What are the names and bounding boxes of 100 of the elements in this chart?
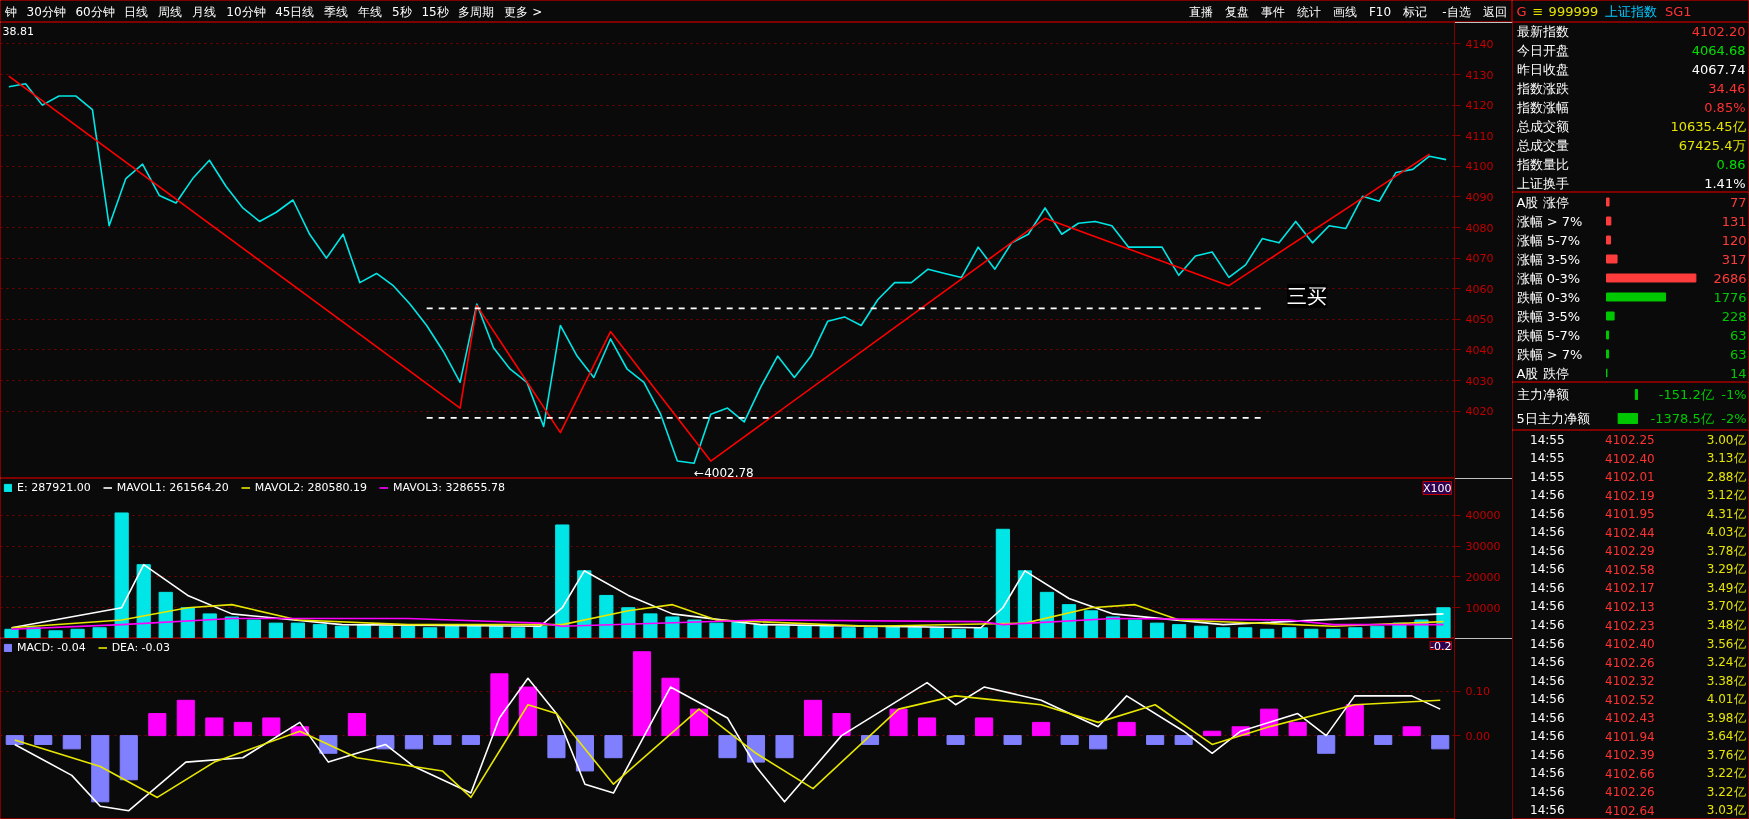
text: 4102.26 [1605, 785, 1655, 800]
category-label: 总成交额 [1515, 118, 1569, 134]
bar [533, 625, 548, 638]
bar [1117, 721, 1136, 737]
bar [404, 735, 423, 750]
legend-label: MAVOL2: 280580.19 [254, 481, 367, 494]
bar [158, 591, 173, 638]
category-label: 60分钟 [75, 4, 115, 19]
bar [1172, 624, 1187, 638]
text: 67425.4万 [1678, 137, 1746, 153]
text: 3.03亿 [1706, 803, 1746, 818]
bar [290, 622, 306, 638]
bar [312, 624, 328, 638]
text: -1% [1721, 387, 1747, 402]
category-label: 45日线 [275, 4, 315, 19]
text: 4102.20 [1691, 24, 1746, 40]
data-label: 131 [1721, 213, 1747, 229]
text: 4102.25 [1605, 433, 1655, 448]
bar [224, 616, 239, 638]
text: 4.01亿 [1706, 692, 1746, 707]
bar [511, 627, 526, 638]
bar [1370, 625, 1385, 638]
text: 0.86 [1716, 156, 1746, 172]
bar [1402, 726, 1421, 737]
bar [1348, 627, 1363, 638]
text: -2% [1721, 411, 1747, 426]
category-label: 更多 > [504, 4, 543, 19]
legend-label: DEA: -0.03 [111, 641, 171, 654]
text: 14:56 [1530, 766, 1565, 781]
bar [461, 735, 480, 745]
bar [1146, 735, 1165, 745]
text: 4102.52 [1605, 692, 1655, 707]
bar [490, 673, 509, 737]
bar [246, 619, 261, 638]
text: 4067.74 [1691, 62, 1746, 78]
data-label: 2686 [1713, 270, 1747, 286]
text: 3.76亿 [1706, 747, 1746, 762]
text: 3.64亿 [1706, 729, 1746, 744]
text: 14:56 [1530, 525, 1565, 540]
text: 4102.01 [1605, 470, 1655, 485]
text: 4102.43 [1605, 711, 1655, 726]
text: 3.38亿 [1706, 673, 1746, 688]
bar [378, 625, 394, 638]
bar [400, 625, 416, 638]
text: 3.48亿 [1706, 618, 1746, 632]
annotation: ←4002.78 [694, 466, 754, 481]
text: 14:55 [1530, 451, 1565, 466]
text: 14:56 [1530, 784, 1565, 799]
data-label: -1378.5亿 [1650, 411, 1714, 426]
y-tick-label: 跌幅 > 7% [1516, 346, 1583, 362]
bar [819, 624, 834, 638]
bar [136, 564, 151, 638]
text: 3.24亿 [1706, 655, 1746, 670]
bar [62, 735, 81, 750]
data-label: 1776 [1713, 289, 1747, 305]
text: 4102.58 [1605, 562, 1655, 577]
category-label: 15秒 [421, 4, 449, 19]
y-tick-label: 涨幅 0-3% [1516, 270, 1581, 286]
bar [91, 735, 110, 803]
category-label: 指数涨幅 [1515, 100, 1569, 115]
bar [1606, 330, 1610, 340]
bar [70, 628, 85, 638]
y-tick-label: 4090 [1465, 190, 1494, 204]
text: 4101.94 [1605, 729, 1655, 744]
bar [577, 570, 592, 638]
bar [1127, 619, 1143, 638]
bar [1060, 735, 1079, 745]
text: 14:56 [1530, 506, 1565, 521]
text: 4102.29 [1605, 544, 1655, 559]
bar [26, 627, 41, 638]
text: 14:56 [1530, 673, 1565, 688]
bar [555, 524, 570, 638]
bar [1345, 704, 1364, 737]
bar [518, 686, 537, 737]
y-tick-label: 4140 [1465, 37, 1494, 51]
text: 4102.32 [1605, 674, 1655, 689]
bar [1105, 616, 1121, 638]
text: 3.22亿 [1706, 766, 1746, 781]
bar [973, 627, 988, 638]
data-label: 63 [1730, 327, 1747, 343]
y-tick-label: 20000 [1465, 570, 1501, 584]
bar [48, 630, 63, 638]
text: 4102.64 [1605, 803, 1655, 818]
bar [1260, 628, 1275, 638]
bar [889, 708, 908, 737]
text: 4102.26 [1605, 655, 1655, 670]
category-label: 总成交量 [1515, 137, 1569, 153]
bar [119, 735, 138, 781]
bar [661, 677, 680, 737]
bar [262, 717, 281, 737]
text: 标记 [1402, 4, 1428, 19]
bar [1238, 627, 1253, 638]
text: 14:56 [1530, 599, 1565, 614]
text: 0.85% [1704, 100, 1746, 115]
bar [995, 528, 1010, 638]
text: 3.70亿 [1706, 599, 1746, 614]
text: 14:56 [1530, 488, 1565, 503]
category-label: 指数涨跌 [1515, 81, 1569, 97]
bar [1203, 730, 1222, 737]
category-label: 月线 [192, 4, 217, 19]
